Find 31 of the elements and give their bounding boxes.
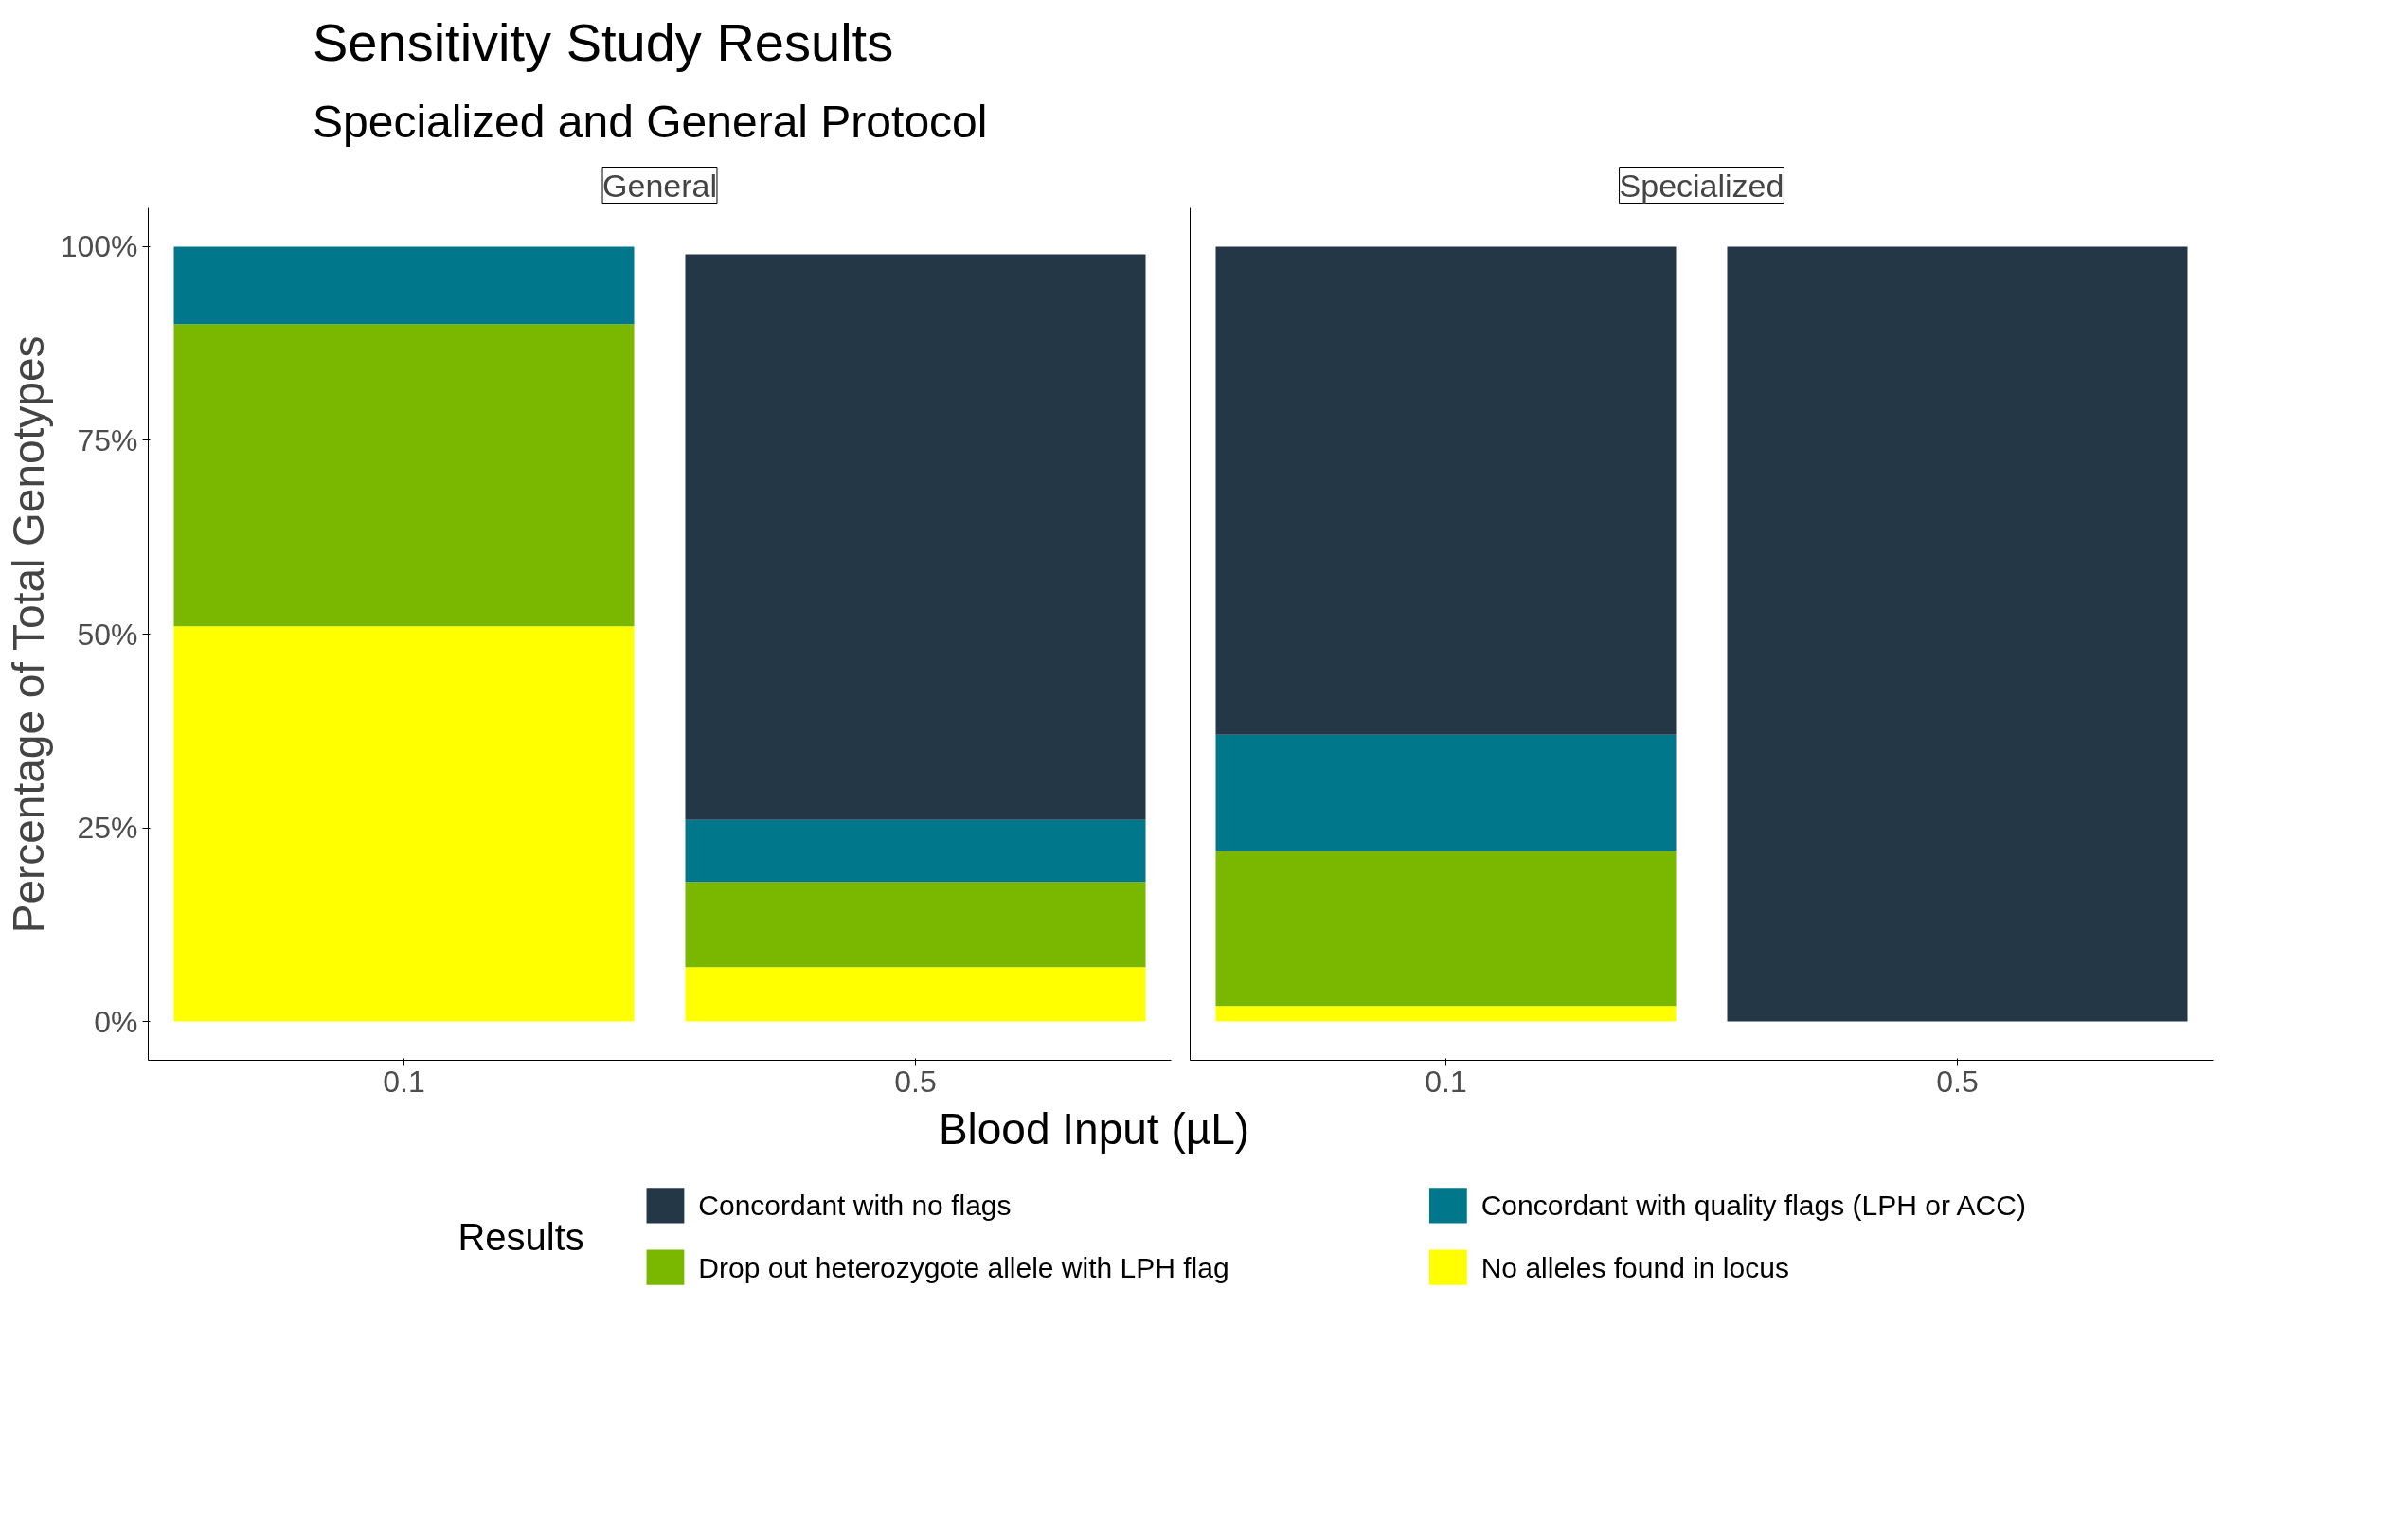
y-tick-label: 0% <box>94 1004 138 1039</box>
x-tick-label: 0.5 <box>1936 1064 1979 1099</box>
legend-label: No alleles found in locus <box>1480 1251 1789 1283</box>
legend-label: Concordant with no flags <box>698 1190 1012 1222</box>
bar <box>1215 1005 1677 1022</box>
text: General <box>602 167 717 204</box>
y-tick-label: 75% <box>77 422 138 457</box>
bar <box>173 245 635 324</box>
legend-title: Results <box>457 1215 584 1258</box>
bar <box>685 881 1146 967</box>
bar <box>1215 851 1677 1006</box>
x-axis-title: Blood Input (µL) <box>938 1102 1250 1155</box>
legend-label: Drop out heterozygote allele with LPH flag <box>698 1251 1229 1283</box>
bar <box>1215 734 1677 851</box>
y-tick-label: 25% <box>77 810 138 845</box>
bar <box>685 254 1146 820</box>
bar <box>685 819 1146 882</box>
chart-subtitle: Specialized and General Protocol <box>313 96 988 149</box>
bar <box>173 625 635 1022</box>
bar <box>1215 245 1677 735</box>
x-tick-label: 0.5 <box>894 1064 937 1099</box>
x-tick-label: 0.1 <box>1425 1064 1467 1099</box>
bar <box>685 966 1146 1022</box>
text: Specialized <box>1619 167 1784 204</box>
y-axis-title: Percentage of Total Genotypes <box>3 335 53 933</box>
x-tick-label: 0.1 <box>383 1064 425 1099</box>
legend-label: Concordant with quality flags (LPH or ACC) <box>1480 1190 2026 1222</box>
y-tick-label: 100% <box>60 228 138 263</box>
bar <box>173 323 635 626</box>
chart-title: Sensitivity Study Results <box>313 11 894 74</box>
y-tick-label: 50% <box>77 617 138 652</box>
